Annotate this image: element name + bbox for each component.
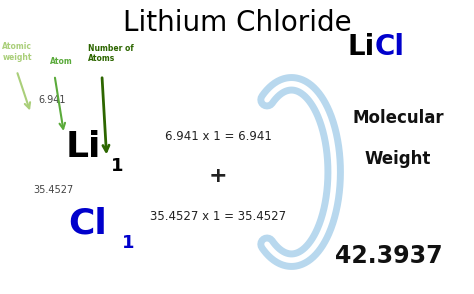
Text: Li: Li: [347, 33, 374, 61]
Text: 6.941: 6.941: [38, 95, 65, 105]
Text: Li: Li: [65, 130, 100, 164]
Text: 42.3937: 42.3937: [335, 244, 443, 268]
Text: Molecular: Molecular: [352, 108, 444, 127]
Text: Cl: Cl: [68, 206, 107, 240]
Text: Lithium Chloride: Lithium Chloride: [123, 9, 351, 37]
Text: 1: 1: [122, 233, 134, 252]
Text: +: +: [209, 166, 228, 186]
Text: Atomic
weight: Atomic weight: [2, 42, 32, 62]
Text: 6.941 x 1 = 6.941: 6.941 x 1 = 6.941: [164, 130, 272, 143]
Text: Weight: Weight: [365, 150, 431, 168]
Text: 1: 1: [111, 157, 124, 175]
Text: Number of
Atoms: Number of Atoms: [88, 44, 134, 63]
Text: 35.4527: 35.4527: [33, 185, 73, 195]
Text: 35.4527 x 1 = 35.4527: 35.4527 x 1 = 35.4527: [150, 210, 286, 223]
Text: Cl: Cl: [374, 33, 404, 61]
Text: Atom: Atom: [50, 57, 73, 66]
